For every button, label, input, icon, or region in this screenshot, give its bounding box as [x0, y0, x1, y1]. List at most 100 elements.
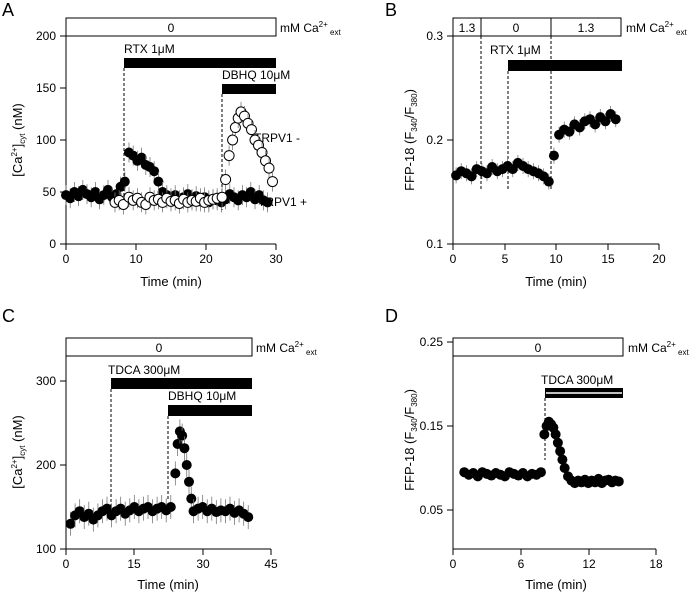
a-dbhq-label: DBHQ 10μM — [222, 68, 290, 82]
d-y-label: FFP-18 (F340/F380) — [402, 389, 419, 491]
panel-label-c: C — [2, 306, 15, 326]
a-ytick-150: 150 — [36, 81, 56, 95]
a-y-ticks: 0 50 100 150 200 — [36, 29, 66, 251]
data-point — [466, 171, 477, 182]
b-y-ticks: 0.1 0.2 0.3 — [426, 29, 453, 251]
b-calcium-bar — [452, 17, 622, 37]
a-xtick-20: 20 — [199, 252, 213, 266]
b-ytick-03: 0.3 — [426, 29, 443, 43]
d-calcium-units: mM Ca2+ ext — [628, 340, 689, 357]
panel-label-d: D — [385, 306, 398, 326]
a-rtx-label: RTX 1μM — [124, 42, 175, 56]
data-point — [179, 443, 190, 454]
b-ytick-02: 0.2 — [426, 133, 443, 147]
b-calcium-seg-1: 1.3 — [459, 21, 476, 35]
a-ytick-200: 200 — [36, 29, 56, 43]
a-x-label: Time (min) — [140, 274, 202, 289]
data-point — [590, 119, 601, 130]
c-ytick-100: 100 — [36, 542, 56, 556]
a-xtick-10: 10 — [129, 252, 143, 266]
d-data-points — [459, 416, 624, 489]
b-calcium-seg-3: 1.3 — [578, 21, 595, 35]
data-point — [267, 176, 278, 188]
data-point — [119, 176, 130, 187]
a-rtx-bar — [124, 58, 276, 68]
d-xtick-6: 6 — [518, 557, 525, 571]
data-point — [177, 430, 188, 441]
data-point — [555, 446, 566, 457]
a-data-points — [61, 101, 278, 215]
c-xtick-45: 45 — [264, 557, 278, 571]
data-point — [117, 198, 129, 210]
d-calcium-bar — [452, 337, 624, 357]
data-point — [165, 502, 176, 512]
data-point — [136, 152, 147, 163]
c-xtick-0: 0 — [63, 557, 70, 571]
data-point — [559, 463, 570, 473]
a-calcium-bar-label: 0 — [168, 21, 175, 35]
data-point — [229, 122, 241, 134]
data-point — [246, 124, 257, 136]
c-x-ticks: 0 15 30 45 — [63, 549, 278, 571]
data-point — [550, 429, 561, 440]
a-ytick-0: 0 — [49, 237, 56, 251]
d-ytick-025: 0.25 — [420, 335, 444, 349]
d-xtick-12: 12 — [582, 557, 596, 571]
data-point — [223, 150, 235, 162]
c-calcium-bar-label: 0 — [156, 341, 163, 355]
data-point — [535, 467, 546, 478]
b-data-points — [451, 106, 621, 190]
b-xtick-5: 5 — [502, 252, 509, 266]
data-point — [153, 176, 164, 187]
data-point — [557, 454, 568, 465]
b-rtx-label: RTX 1μM — [490, 43, 541, 57]
b-x-label: Time (min) — [525, 274, 587, 289]
c-data-points — [65, 419, 254, 536]
a-dbhq-bar — [222, 84, 276, 94]
data-point — [184, 476, 194, 487]
panel-c: C 0 mM Ca2+ ext TDCA 300μM DBHQ 10μM 100… — [2, 306, 317, 592]
c-tdca-bar — [111, 378, 252, 389]
a-ytick-100: 100 — [36, 133, 56, 147]
d-x-label: Time (min) — [525, 577, 587, 592]
b-rtx-bar — [508, 60, 622, 71]
data-point — [610, 114, 621, 125]
data-point — [564, 126, 575, 137]
a-x-ticks: 0 10 20 30 — [63, 244, 283, 266]
panel-d: D 0 mM Ca2+ ext TDCA 300μM 0.05 0.15 0.2… — [385, 306, 689, 592]
d-xtick-18: 18 — [649, 557, 663, 571]
data-point — [90, 187, 101, 197]
c-y-label: [Ca2+]cyt (nM) — [10, 415, 27, 489]
panel-label-a: A — [2, 0, 14, 20]
c-xtick-15: 15 — [127, 557, 141, 571]
data-point — [216, 191, 228, 203]
a-calcium-bar — [65, 17, 277, 37]
a-ytick-50: 50 — [43, 185, 57, 199]
a-xtick-30: 30 — [269, 252, 283, 266]
data-point — [552, 437, 563, 448]
d-tdca-label: TDCA 300μM — [541, 373, 613, 387]
panel-a: A 0 mM Ca2+ ext RTX 1μM DBHQ 10μM 0 50 1… — [2, 0, 341, 289]
data-point — [543, 176, 554, 187]
c-tdca-label: TDCA 300μM — [108, 363, 180, 377]
b-calcium-seg-2: 0 — [513, 21, 520, 35]
data-point — [103, 184, 113, 195]
panel-label-b: B — [385, 0, 397, 20]
c-y-ticks: 100 200 300 — [36, 374, 66, 556]
data-point — [220, 174, 232, 186]
data-point — [539, 429, 550, 440]
data-point — [227, 134, 239, 146]
data-point — [263, 162, 275, 174]
c-ytick-200: 200 — [36, 458, 56, 472]
b-xtick-0: 0 — [450, 252, 457, 266]
c-dbhq-label: DBHQ 10μM — [168, 389, 236, 403]
b-calcium-units: mM Ca2+ ext — [626, 20, 687, 37]
c-xtick-30: 30 — [196, 557, 210, 571]
d-calcium-bar-label: 0 — [535, 341, 542, 355]
b-xtick-10: 10 — [549, 252, 563, 266]
b-x-ticks: 0 5 10 15 20 — [450, 244, 666, 266]
a-trpv1-neg-label: TRPV1 - — [254, 131, 300, 145]
c-calcium-bar — [65, 337, 253, 357]
data-point — [181, 460, 192, 470]
